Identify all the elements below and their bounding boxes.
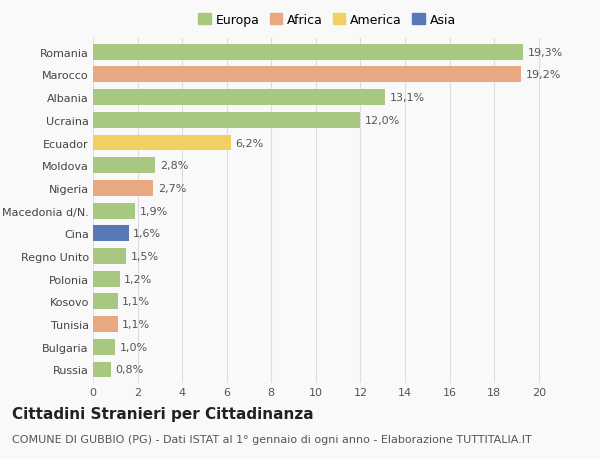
Bar: [93, 294, 118, 310]
Bar: [93, 271, 120, 287]
Bar: [93, 362, 111, 378]
Bar: [93, 203, 136, 219]
Bar: [93, 45, 523, 61]
Bar: [93, 226, 128, 242]
Text: 12,0%: 12,0%: [365, 116, 400, 126]
Text: 1,2%: 1,2%: [124, 274, 152, 284]
Bar: [93, 112, 361, 129]
Text: 2,8%: 2,8%: [160, 161, 188, 171]
Text: 0,8%: 0,8%: [115, 365, 143, 375]
Text: 1,1%: 1,1%: [122, 297, 150, 307]
Text: 19,3%: 19,3%: [527, 48, 563, 57]
Text: 1,0%: 1,0%: [120, 342, 148, 352]
Bar: [93, 180, 153, 196]
Text: 1,9%: 1,9%: [140, 206, 168, 216]
Text: 19,2%: 19,2%: [526, 70, 561, 80]
Text: 1,1%: 1,1%: [122, 319, 150, 330]
Text: 2,7%: 2,7%: [158, 184, 186, 194]
Bar: [93, 135, 231, 151]
Bar: [93, 248, 127, 264]
Bar: [93, 67, 521, 83]
Text: COMUNE DI GUBBIO (PG) - Dati ISTAT al 1° gennaio di ogni anno - Elaborazione TUT: COMUNE DI GUBBIO (PG) - Dati ISTAT al 1°…: [12, 434, 532, 444]
Text: Cittadini Stranieri per Cittadinanza: Cittadini Stranieri per Cittadinanza: [12, 406, 314, 421]
Legend: Europa, Africa, America, Asia: Europa, Africa, America, Asia: [196, 11, 458, 29]
Bar: [93, 90, 385, 106]
Bar: [93, 158, 155, 174]
Bar: [93, 339, 115, 355]
Text: 1,6%: 1,6%: [133, 229, 161, 239]
Text: 13,1%: 13,1%: [389, 93, 425, 103]
Text: 1,5%: 1,5%: [131, 252, 159, 262]
Bar: [93, 316, 118, 332]
Text: 6,2%: 6,2%: [236, 138, 264, 148]
